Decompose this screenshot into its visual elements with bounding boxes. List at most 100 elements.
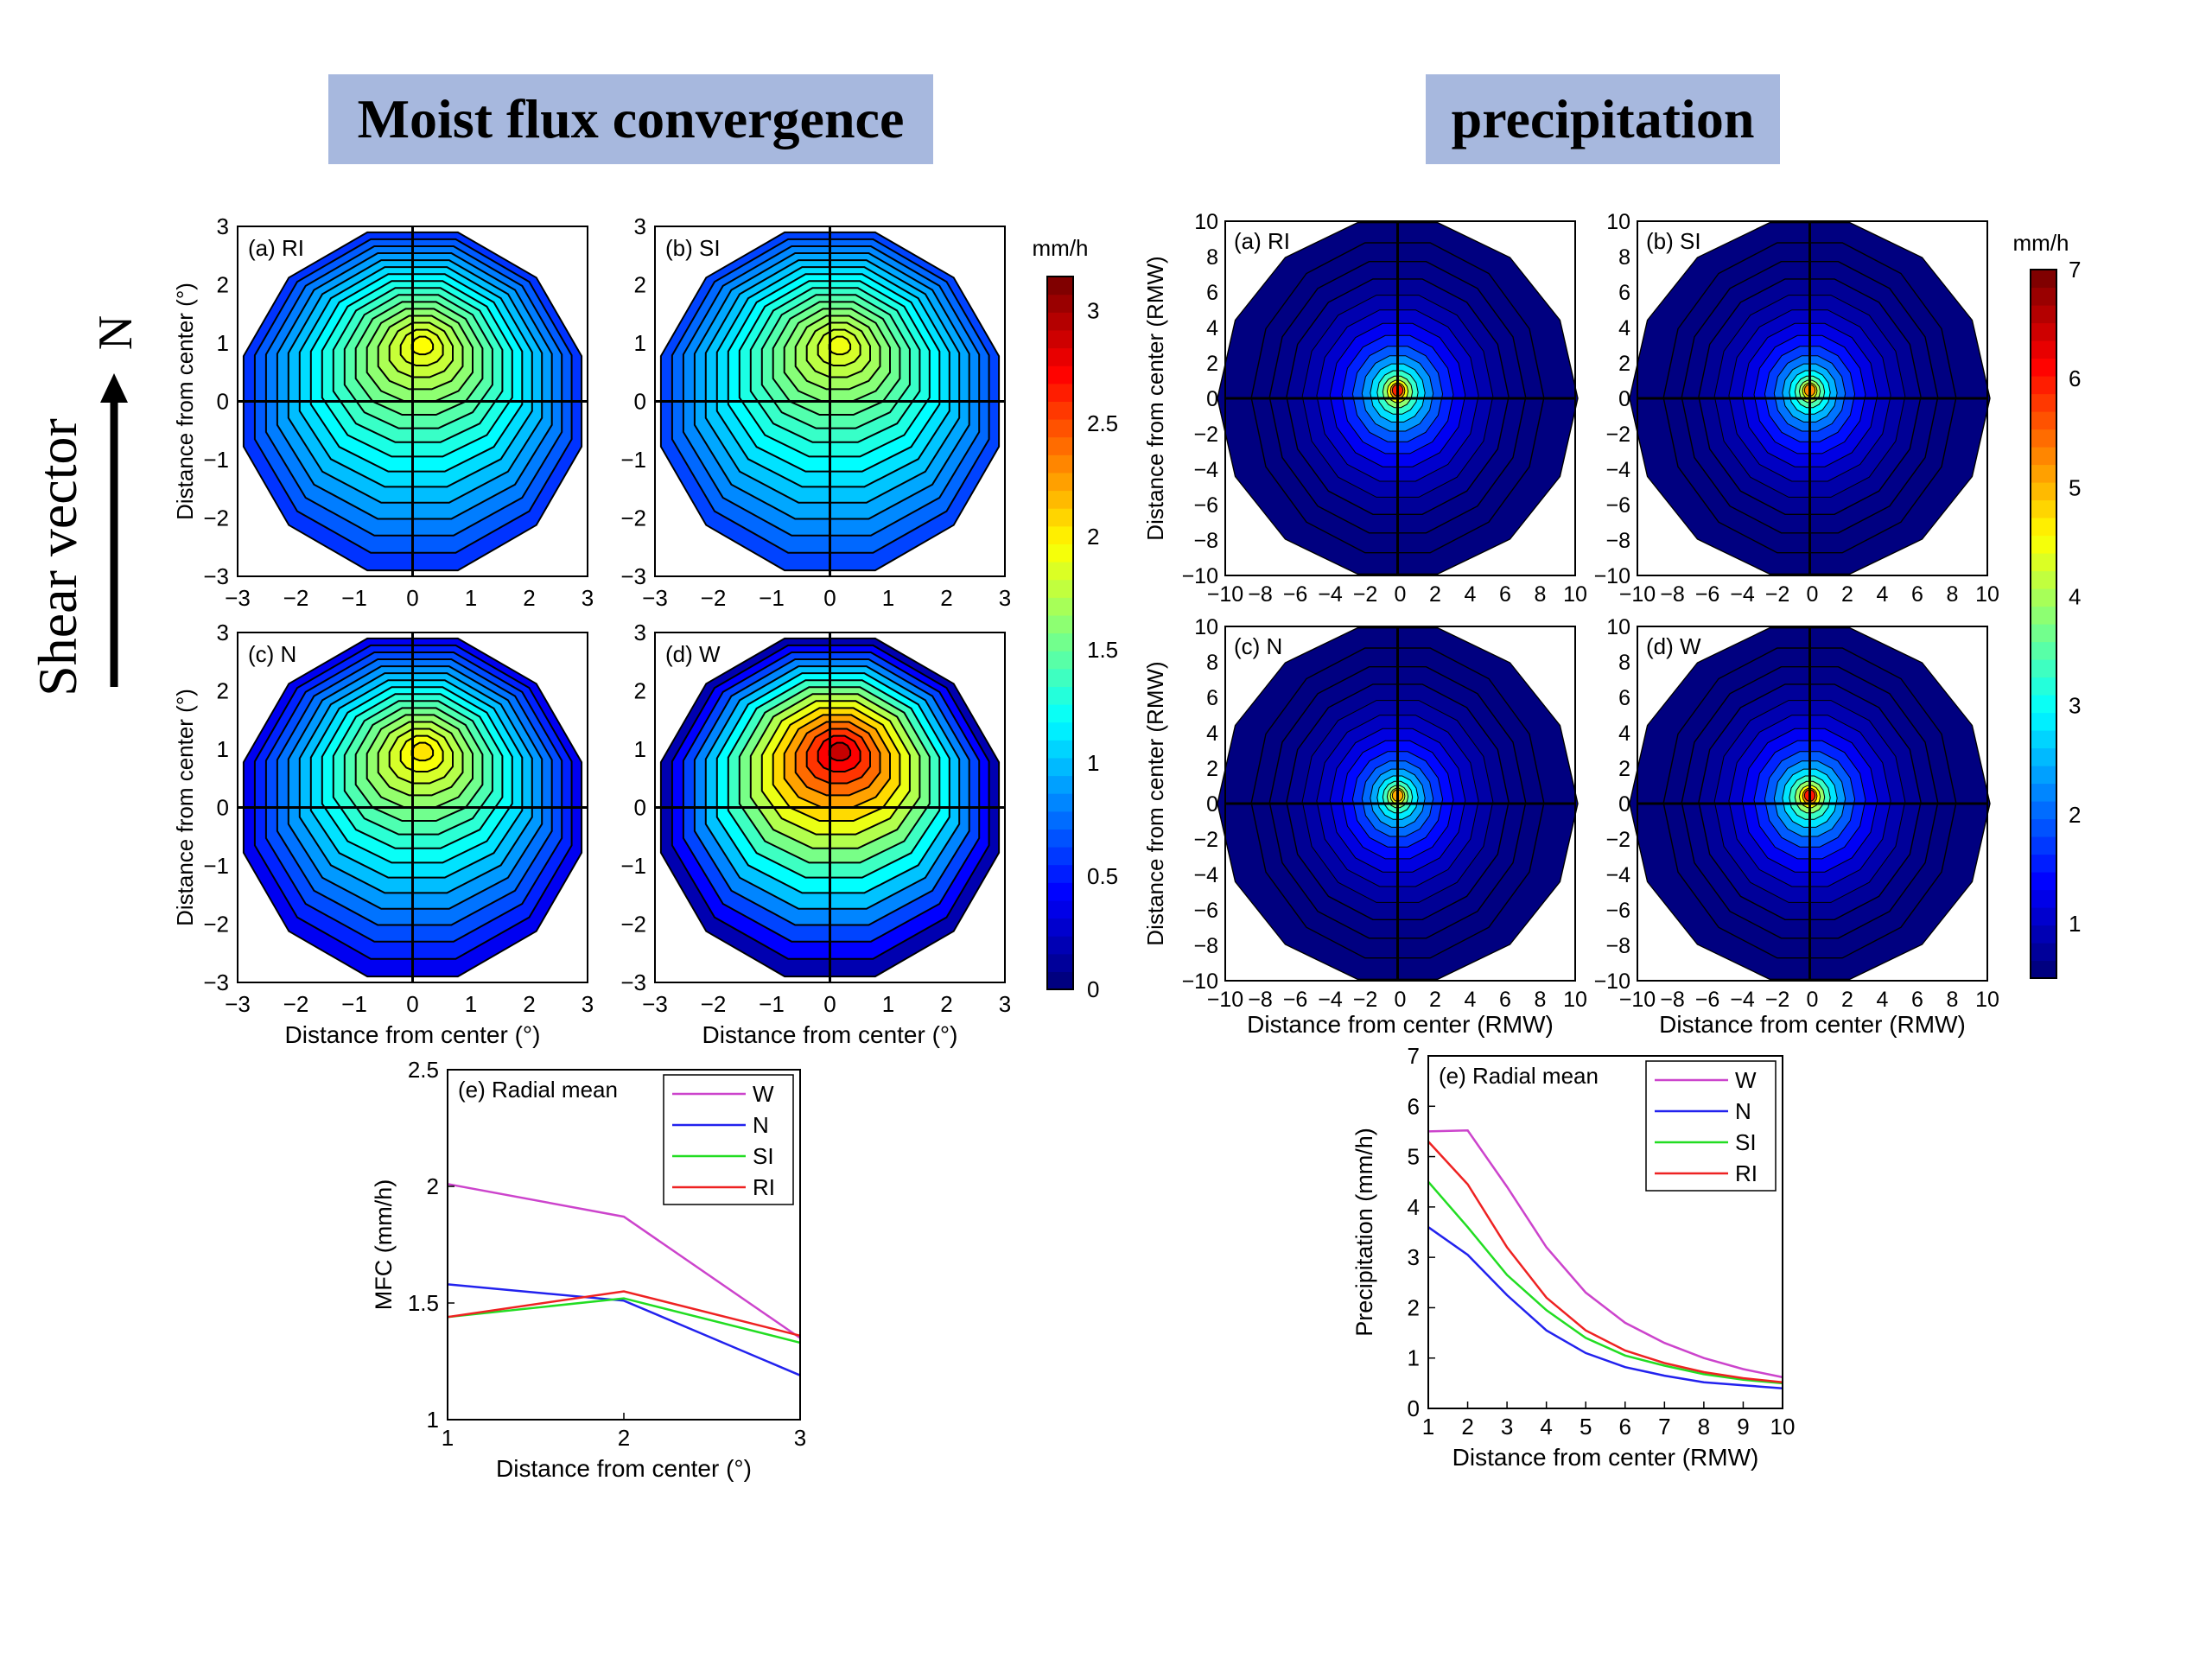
- mfc-colorbar-tick: 2: [1087, 524, 1099, 550]
- precip-ytick-label: 2: [1206, 352, 1218, 376]
- precip-xtick-label: 2: [1841, 582, 1853, 607]
- mfc-ylabel: Distance from center (°): [172, 689, 198, 926]
- shear-vector-indicator: Shear vector N: [27, 315, 143, 696]
- precip-xtick-label: 10: [1563, 582, 1587, 607]
- precip-xtick-label: −10: [1619, 582, 1656, 607]
- mfc-panel-label: (c) N: [248, 641, 296, 667]
- legend: WN SI RI: [663, 1074, 794, 1205]
- precip-colorbar-segment: [2031, 925, 2056, 944]
- legend-label-ri: RI: [753, 1174, 775, 1200]
- precip-colorbar-segment: [2031, 518, 2056, 537]
- precip-ytick-label: 0: [1206, 387, 1218, 411]
- precip-ytick-label: −6: [1193, 493, 1218, 518]
- precip-xtick-label: −2: [1353, 582, 1378, 607]
- y-tick-label: 2: [1408, 1294, 1420, 1320]
- mfc-xtick-label: −2: [283, 585, 309, 611]
- precip-panel: (a) RI−10−10−8−8−6−6−4−4−2−2002244668810…: [1142, 210, 1587, 607]
- precip-colorbar-segment: [2031, 287, 2056, 306]
- precip-colorbar: mm/h 1 2 3 4 5 6 7: [2013, 230, 2081, 979]
- title-moist-flux-convergence: Moist flux convergence: [328, 74, 933, 164]
- precip-colorbar-segment: [2031, 695, 2056, 714]
- precip-xtick-label: 8: [1947, 582, 1959, 607]
- mfc-panel-label: (b) SI: [665, 235, 721, 261]
- precip-panel: (c) N−10−10−8−8−6−6−4−4−2−20022446688101…: [1142, 615, 1587, 1038]
- mfc-colorbar-segment: [1047, 936, 1073, 955]
- precip-ytick-label: −6: [1605, 493, 1630, 518]
- precip-xtick-label: 8: [1947, 988, 1959, 1012]
- y-tick-label: 4: [1408, 1194, 1420, 1220]
- precip-xtick-label: 6: [1911, 988, 1923, 1012]
- mfc-colorbar-segment: [1047, 864, 1073, 883]
- mfc-contour: [828, 741, 852, 762]
- mfc-xtick-label: −2: [701, 585, 727, 611]
- precip-ytick-label: 6: [1206, 281, 1218, 305]
- precip-xtick-label: 4: [1877, 988, 1889, 1012]
- mfc-colorbar-tick: 2.5: [1087, 410, 1118, 436]
- precip-colorbar-segment: [2031, 464, 2056, 483]
- precip-ytick-label: 10: [1606, 210, 1630, 234]
- precip-panel-label: (d) W: [1646, 633, 1701, 659]
- mfc-colorbar-segment: [1047, 651, 1073, 670]
- precip-panel-label: (a) RI: [1234, 228, 1290, 254]
- precip-ytick-label: 2: [1206, 757, 1218, 781]
- mfc-panel-label: (a) RI: [248, 235, 304, 261]
- mfc-colorbar-segment: [1047, 793, 1073, 812]
- mfc-colorbar-tick: 0.5: [1087, 863, 1118, 889]
- precip-xtick-label: −6: [1283, 988, 1308, 1012]
- precip-xtick-label: −4: [1730, 988, 1755, 1012]
- x-tick-label: 5: [1580, 1414, 1592, 1440]
- precip-xtick-label: 0: [1395, 582, 1407, 607]
- y-tick-label: 1: [1408, 1345, 1420, 1371]
- precip-ytick-label: −2: [1605, 828, 1630, 852]
- mfc-colorbar-segment: [1047, 401, 1073, 420]
- legend-label-w: W: [1735, 1067, 1757, 1093]
- mfc-xtick-label: −3: [225, 991, 251, 1017]
- precip-colorbar-tick: 7: [2069, 257, 2081, 283]
- legend: WN SI RI: [1645, 1060, 1777, 1192]
- x-tick-label: 6: [1619, 1414, 1631, 1440]
- mfc-panel-label: (d) W: [665, 641, 721, 667]
- mfc-ytick-label: 1: [217, 330, 229, 356]
- mfc-colorbar-segment: [1047, 579, 1073, 598]
- precip-panel: (b) SI−10−10−8−8−6−6−4−4−2−2002244668810…: [1594, 210, 1999, 607]
- y-tick-label: 7: [1408, 1043, 1420, 1069]
- precip-ytick-label: −8: [1605, 934, 1630, 958]
- mfc-colorbar: mm/h 0 0.5 1 1.5 2 2.5 3: [1033, 235, 1119, 1002]
- mfc-xtick-label: 1: [465, 585, 477, 611]
- mfc-xtick-label: 0: [406, 991, 418, 1017]
- x-tick-label: 1: [442, 1425, 454, 1451]
- mfc-panel: (c) N −3−3 −2 −2 −1 −1 0 0 1 1 2 2 3 3 Distance from c…: [172, 620, 594, 1048]
- mfc-colorbar-tick: 1: [1087, 750, 1099, 776]
- precip-xtick-label: −2: [1765, 582, 1790, 607]
- mfc-ytick-label: 3: [634, 213, 646, 239]
- mfc-colorbar-segment: [1047, 721, 1073, 741]
- mfc-xtick-label: −1: [759, 585, 785, 611]
- mfc-xtick-label: −3: [642, 991, 668, 1017]
- series-line-si: [1427, 1180, 1783, 1385]
- precip-xtick-label: 4: [1877, 582, 1889, 607]
- mfc-xtick-label: 2: [940, 585, 952, 611]
- precip-ytick-label: −4: [1605, 863, 1630, 887]
- precip-xtick-label: 6: [1499, 582, 1511, 607]
- precip-colorbar-segment: [2031, 482, 2056, 501]
- mfc-xtick-label: −2: [701, 991, 727, 1017]
- precip-colorbar-segment: [2031, 747, 2056, 766]
- precip-xtick-label: 0: [1807, 988, 1819, 1012]
- legend-label-si: SI: [1735, 1129, 1757, 1155]
- precip-ytick-label: −2: [1193, 828, 1218, 852]
- precip-colorbar-segment: [2031, 624, 2056, 643]
- mfc-xtick-label: −2: [283, 991, 309, 1017]
- mfc-xtick-label: 1: [465, 991, 477, 1017]
- precip-ytick-label: 10: [1194, 210, 1218, 234]
- legend-label-si: SI: [753, 1143, 774, 1169]
- mfc-xtick-label: 2: [940, 991, 952, 1017]
- y-tick-label: 5: [1408, 1144, 1420, 1170]
- series-line-ri: [1427, 1141, 1783, 1383]
- precip-ytick-label: 8: [1206, 245, 1218, 270]
- x-tick-label: 9: [1737, 1414, 1749, 1440]
- legend-box: [1645, 1060, 1777, 1192]
- mfc-colorbar-segment: [1047, 490, 1073, 509]
- precip-colorbar-segment: [2031, 322, 2056, 341]
- mfc-xtick-label: 2: [523, 991, 535, 1017]
- y-tick-label: 0: [1408, 1395, 1420, 1421]
